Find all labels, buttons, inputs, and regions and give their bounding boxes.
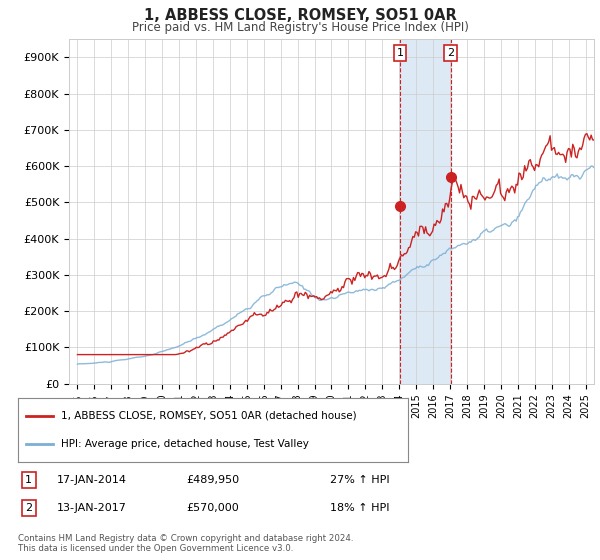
Text: 2: 2 (447, 48, 454, 58)
Text: 13-JAN-2017: 13-JAN-2017 (57, 503, 127, 513)
Text: 1: 1 (25, 475, 32, 485)
Text: 1: 1 (397, 48, 403, 58)
Text: 2: 2 (25, 503, 32, 513)
Text: 1, ABBESS CLOSE, ROMSEY, SO51 0AR: 1, ABBESS CLOSE, ROMSEY, SO51 0AR (143, 8, 457, 24)
Text: Contains HM Land Registry data © Crown copyright and database right 2024.
This d: Contains HM Land Registry data © Crown c… (18, 534, 353, 553)
Text: 17-JAN-2014: 17-JAN-2014 (57, 475, 127, 485)
Text: £489,950: £489,950 (186, 475, 239, 485)
Text: 18% ↑ HPI: 18% ↑ HPI (330, 503, 389, 513)
Text: HPI: Average price, detached house, Test Valley: HPI: Average price, detached house, Test… (61, 439, 309, 449)
Text: Price paid vs. HM Land Registry's House Price Index (HPI): Price paid vs. HM Land Registry's House … (131, 21, 469, 34)
Bar (400, 39, 451, 384)
Text: £570,000: £570,000 (186, 503, 239, 513)
Text: 1, ABBESS CLOSE, ROMSEY, SO51 0AR (detached house): 1, ABBESS CLOSE, ROMSEY, SO51 0AR (detac… (61, 410, 356, 421)
Text: 27% ↑ HPI: 27% ↑ HPI (330, 475, 389, 485)
